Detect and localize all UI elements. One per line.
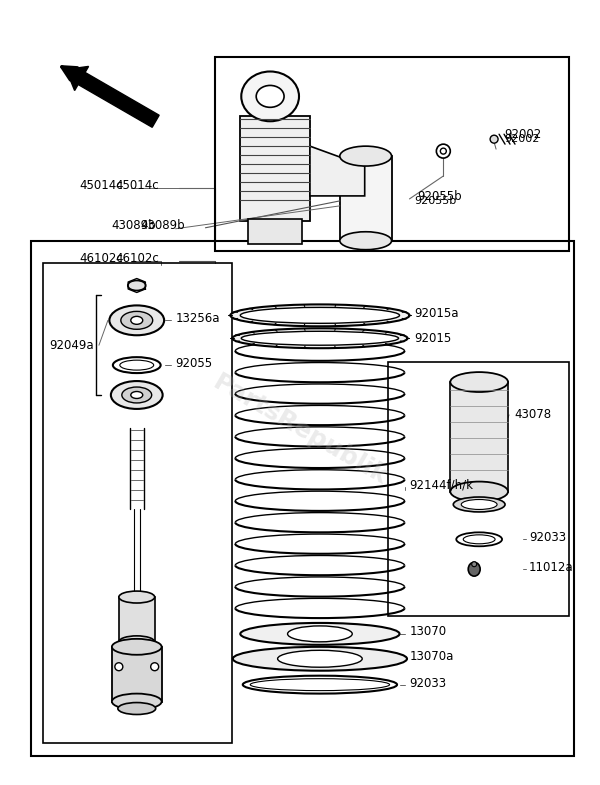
- Ellipse shape: [278, 650, 362, 667]
- Ellipse shape: [230, 305, 409, 327]
- Bar: [451, 382, 508, 491]
- Ellipse shape: [451, 481, 508, 502]
- Text: 46102c: 46102c: [116, 252, 160, 265]
- Bar: [248, 219, 302, 243]
- Ellipse shape: [468, 562, 480, 576]
- Bar: [215, 57, 569, 250]
- Polygon shape: [310, 146, 365, 196]
- Ellipse shape: [119, 591, 155, 603]
- Text: 43089b: 43089b: [141, 219, 185, 232]
- Text: 11012a: 11012a: [529, 560, 574, 574]
- Bar: [31, 241, 574, 756]
- Text: 92015a: 92015a: [415, 307, 459, 319]
- Ellipse shape: [112, 694, 161, 710]
- Text: 46102c: 46102c: [79, 252, 123, 265]
- Ellipse shape: [472, 562, 476, 567]
- Bar: [388, 362, 569, 616]
- Ellipse shape: [131, 392, 143, 399]
- Ellipse shape: [121, 312, 152, 329]
- Ellipse shape: [241, 71, 299, 121]
- Text: 43089b: 43089b: [111, 219, 155, 232]
- Text: 92033: 92033: [529, 531, 566, 544]
- Text: 13070: 13070: [409, 626, 446, 638]
- Ellipse shape: [111, 381, 163, 409]
- Ellipse shape: [440, 148, 446, 154]
- Text: 43078: 43078: [514, 408, 551, 422]
- Text: 92002: 92002: [504, 128, 541, 141]
- Bar: [240, 116, 310, 221]
- Ellipse shape: [122, 387, 152, 403]
- Ellipse shape: [232, 328, 407, 349]
- Text: 45014c: 45014c: [116, 180, 160, 192]
- Bar: [43, 263, 232, 743]
- Text: 92055b: 92055b: [415, 196, 457, 206]
- Bar: [340, 156, 392, 241]
- Ellipse shape: [461, 499, 497, 509]
- Ellipse shape: [131, 316, 143, 324]
- Ellipse shape: [128, 280, 146, 290]
- Text: 92033: 92033: [409, 677, 446, 690]
- Text: 45014c: 45014c: [79, 180, 122, 192]
- Text: 92055b: 92055b: [418, 191, 462, 203]
- Ellipse shape: [233, 647, 407, 670]
- Ellipse shape: [490, 135, 498, 143]
- Ellipse shape: [151, 663, 158, 670]
- Text: PartsRepublik: PartsRepublik: [208, 370, 392, 490]
- Ellipse shape: [451, 372, 508, 392]
- Text: 13070a: 13070a: [409, 650, 454, 663]
- Ellipse shape: [241, 331, 398, 345]
- Text: 92015: 92015: [415, 332, 452, 345]
- Ellipse shape: [119, 636, 155, 648]
- Ellipse shape: [436, 144, 451, 158]
- Text: 92144f/h/k: 92144f/h/k: [409, 478, 473, 491]
- Bar: [119, 597, 155, 642]
- Text: 92002: 92002: [504, 134, 539, 144]
- Ellipse shape: [287, 626, 352, 642]
- Ellipse shape: [112, 639, 161, 655]
- Text: 92055: 92055: [176, 356, 213, 370]
- Ellipse shape: [115, 663, 123, 670]
- Ellipse shape: [240, 308, 400, 323]
- Ellipse shape: [340, 146, 392, 166]
- Ellipse shape: [240, 623, 400, 644]
- Ellipse shape: [118, 703, 155, 714]
- Ellipse shape: [340, 232, 392, 250]
- Ellipse shape: [109, 305, 164, 335]
- FancyArrow shape: [66, 67, 159, 127]
- Text: 92049a: 92049a: [49, 338, 94, 352]
- Ellipse shape: [453, 497, 505, 512]
- Bar: [112, 647, 161, 702]
- Text: 13256a: 13256a: [176, 312, 220, 325]
- Ellipse shape: [256, 86, 284, 108]
